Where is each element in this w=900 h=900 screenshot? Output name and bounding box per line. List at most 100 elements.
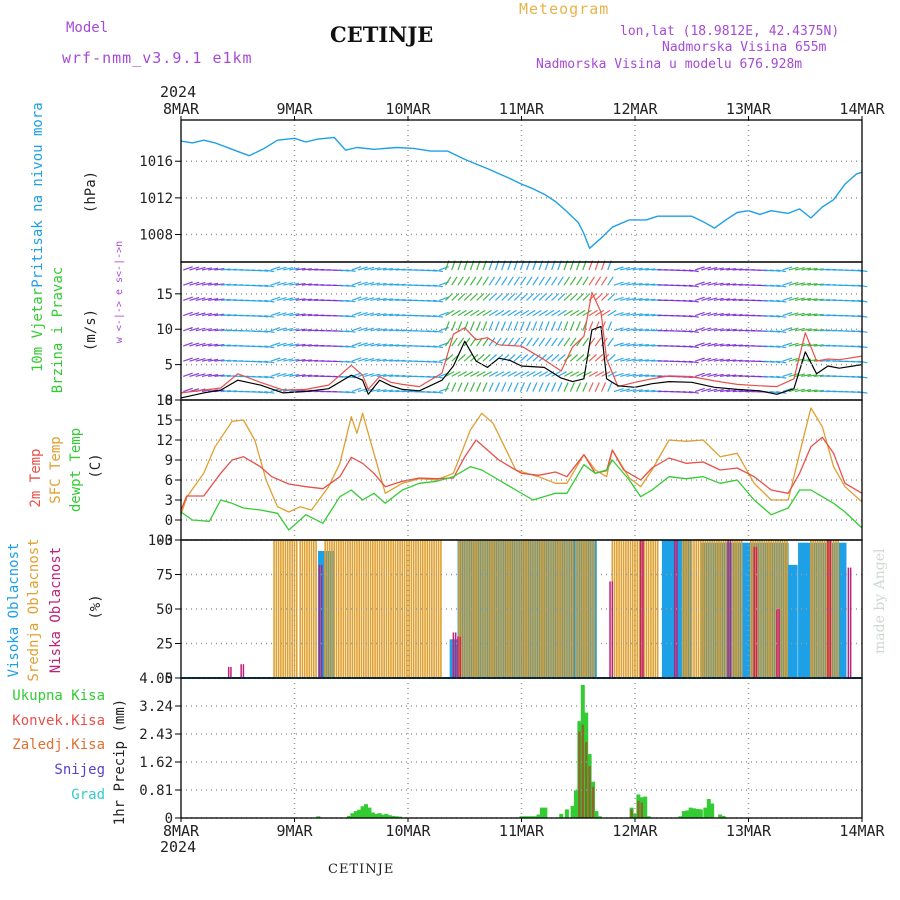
precip-total-bar (374, 813, 379, 818)
wind-barb (707, 327, 718, 332)
wind-barb (270, 342, 281, 347)
wind-barb (788, 281, 799, 286)
wind-barb (476, 354, 485, 362)
wind-barb (276, 312, 287, 317)
wind-barb (720, 328, 731, 332)
wind-barb (258, 391, 269, 394)
wind-barb (613, 266, 624, 271)
wind-barb (576, 293, 585, 301)
wind-barb (607, 321, 613, 332)
wind-speed-line (180, 325, 863, 399)
wind-barb (620, 327, 631, 332)
wind-barb (214, 298, 225, 301)
wind-barb (688, 330, 699, 333)
wind-barb (538, 293, 547, 301)
wind-y-tick-label: 15 (156, 287, 173, 303)
wind-barb (769, 391, 781, 394)
wind-barb (607, 371, 617, 377)
wind-barb (295, 313, 306, 317)
wind-barb (769, 345, 781, 348)
pressure-y-tick-label: 1016 (139, 154, 173, 170)
wind-barb (607, 309, 617, 317)
wind-barb (726, 283, 737, 286)
wind-barb (713, 297, 724, 301)
wind-barb (620, 282, 631, 286)
wind-barb (694, 281, 705, 286)
wind-barb (201, 312, 212, 317)
wind-barb (364, 266, 375, 271)
wind-barb (351, 296, 362, 301)
wind-barb (694, 357, 705, 362)
wind-barb (488, 293, 497, 301)
wind-barb (451, 337, 458, 347)
wind-barb (645, 283, 656, 286)
precip-total-bar (681, 811, 686, 818)
wind-barb (582, 309, 592, 317)
wind-barb (807, 298, 818, 301)
wind-barb (638, 389, 649, 393)
wind-barb (270, 281, 281, 286)
wind-barb (713, 312, 724, 317)
wind-barb (607, 276, 614, 286)
wind-barb (345, 360, 356, 364)
wind-barb (389, 389, 400, 393)
wind-barb (776, 360, 787, 364)
wind-barb (370, 297, 381, 301)
precip-total-bar (643, 796, 648, 818)
precip-total-bar (539, 807, 544, 818)
wind-barb (494, 382, 501, 392)
wind-barb (445, 354, 454, 362)
wind-barb (645, 344, 656, 347)
precip-total-bar (695, 809, 700, 818)
x-tick-label-top: 11MAR (499, 100, 545, 118)
wind-barb (526, 321, 531, 332)
wind-barb (445, 371, 455, 377)
pressure-y-tick-label: 1012 (139, 191, 173, 207)
wind-barb (701, 357, 712, 362)
wind-barb (688, 284, 699, 288)
wind-barb (482, 293, 491, 301)
wind-barb (183, 342, 193, 347)
wind-barb (720, 374, 731, 377)
wind-barb (183, 296, 193, 301)
precip-total-bar (678, 816, 683, 818)
wind-barb (482, 321, 488, 332)
wind-barb (594, 382, 600, 392)
wind-barb (308, 314, 319, 317)
wind-barb (457, 337, 465, 347)
wind-barb (626, 373, 637, 377)
wind-barb (713, 358, 724, 362)
wind-barb (289, 282, 300, 286)
precip-total-bar (367, 807, 372, 818)
precip-y-tick-label: 0 (165, 811, 173, 827)
wind-barb (813, 389, 824, 393)
wind-barb (707, 388, 718, 393)
x-tick-label-bottom: 14MAR (839, 822, 885, 840)
wind-barb (601, 293, 610, 301)
precip-total-bar (633, 813, 637, 818)
wind-barb (538, 382, 544, 392)
wind-barb (594, 276, 602, 286)
wind-barb (376, 358, 387, 362)
wind-barb (694, 372, 705, 377)
wind-barb (726, 344, 737, 347)
wind-axis-title-1: 10m Vjetar (30, 288, 46, 372)
wind-barb (682, 360, 693, 363)
temperature-y-tick-label: 18 (156, 393, 173, 409)
wind-barb (682, 315, 693, 318)
wind-barb (289, 313, 300, 317)
wind-barb (607, 354, 616, 362)
precip-total-bar (316, 816, 321, 818)
wind-barb (801, 267, 812, 271)
x-tick-label-top: 12MAR (612, 100, 658, 118)
wind-barb (519, 276, 527, 286)
wind-barb (582, 276, 589, 286)
wind-barb (694, 342, 705, 347)
precip-total-bar (597, 816, 602, 818)
wind-barb (501, 321, 506, 332)
precip-conv-bar (591, 786, 595, 818)
elevation: Nadmorska Visina 655m (662, 40, 827, 55)
wind-barb (289, 343, 300, 347)
wind-barb (345, 284, 356, 288)
wind-barb (370, 373, 381, 377)
